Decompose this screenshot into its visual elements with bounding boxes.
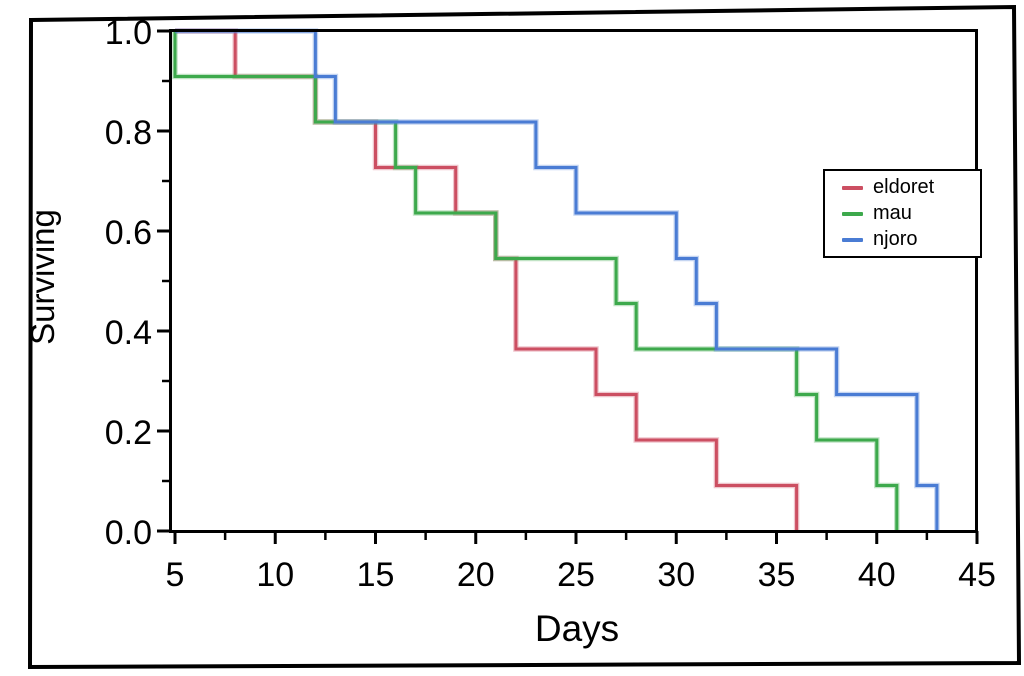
- survival-curve-njoro: [175, 29, 939, 531]
- survival-curve-halo-mau: [172, 31, 900, 531]
- legend: eldoret mau njoro: [823, 169, 982, 258]
- x-axis-title: Days: [534, 608, 620, 649]
- figure-border: [27, 4, 1022, 670]
- legend-swatch-eldoret: [842, 185, 863, 190]
- y-axis-tick-label: 0.4: [105, 314, 152, 352]
- x-axis-tick-label: 5: [166, 556, 185, 594]
- legend-row-njoro: njoro: [842, 229, 980, 250]
- legend-row-eldoret: eldoret: [842, 177, 980, 198]
- y-axis-tick-label: 0.8: [105, 114, 152, 152]
- x-axis-tick-label: 20: [457, 556, 495, 594]
- x-axis-tick-label: 10: [256, 556, 294, 594]
- legend-label-mau: mau: [873, 202, 912, 224]
- survival-curve-mau: [173, 31, 899, 531]
- legend-label-njoro: njoro: [873, 228, 918, 250]
- x-axis-tick-label: 15: [357, 556, 395, 594]
- x-axis-tick-label: 40: [858, 556, 896, 594]
- y-axis-tick-label: 1.0: [105, 14, 152, 52]
- x-axis-tick-label: 25: [557, 556, 595, 594]
- y-axis-title: Surviving: [24, 209, 61, 345]
- survival-curve-halo-eldoret: [175, 28, 800, 531]
- plot-frame: [169, 29, 978, 533]
- legend-row-mau: mau: [842, 203, 980, 224]
- y-axis-tick-label: 0.6: [105, 214, 152, 252]
- legend-swatch-mau: [842, 211, 863, 216]
- legend-label-eldoret: eldoret: [873, 176, 935, 198]
- survival-curve-halo-njoro: [175, 28, 940, 531]
- x-axis-tick-label: 45: [958, 556, 996, 594]
- legend-swatch-njoro: [842, 237, 863, 242]
- survival-curve-eldoret: [175, 29, 799, 531]
- y-axis-tick-label: 0.2: [105, 414, 152, 452]
- x-axis-tick-label: 30: [657, 556, 695, 594]
- y-axis-tick-label: 0.0: [105, 514, 152, 552]
- x-axis-tick-label: 35: [758, 556, 796, 594]
